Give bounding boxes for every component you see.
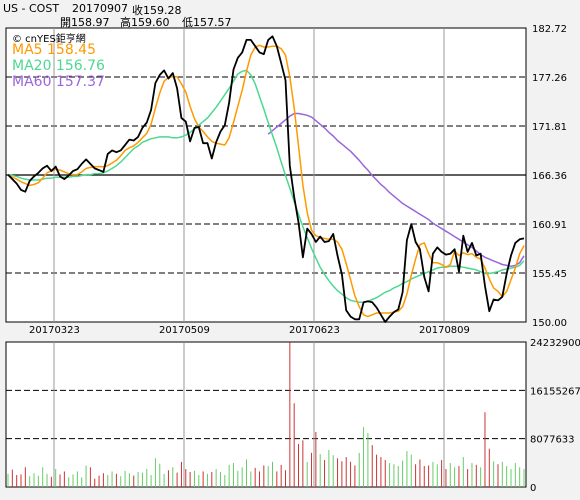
ma20-label: MA20 156.76 bbox=[12, 58, 105, 74]
price-lines bbox=[7, 35, 525, 323]
price-axis-labels: 182.72 177.26 171.81 166.36 160.91 155.45 150.… bbox=[532, 24, 567, 329]
date-axis-labels: 20170323 20170509 20170623 20170809 bbox=[29, 325, 470, 336]
close-line bbox=[7, 35, 525, 323]
ma60-label: MA60 157.37 bbox=[12, 74, 105, 90]
high-label: 高159.60 bbox=[120, 16, 170, 29]
price-tick-label: 171.81 bbox=[532, 122, 567, 133]
date-tick-label: 20170509 bbox=[159, 325, 210, 336]
date-tick-label: 20170623 bbox=[289, 325, 340, 336]
open-label: 開158.97 bbox=[60, 16, 110, 29]
date-tick-label: 20170809 bbox=[419, 325, 470, 336]
volume-panel bbox=[5, 341, 527, 488]
price-tick-label: 155.45 bbox=[532, 269, 567, 280]
volume-bars bbox=[7, 342, 525, 487]
volume-tick-label: 24232900 bbox=[530, 338, 580, 349]
date-label: 20170907 bbox=[72, 2, 128, 15]
close-label: 收159.28 bbox=[132, 4, 182, 17]
volume-tick-label: 16155267 bbox=[530, 386, 580, 397]
price-tick-label: 150.00 bbox=[532, 318, 567, 329]
price-grid bbox=[6, 28, 526, 322]
price-tick-label: 177.26 bbox=[532, 73, 567, 84]
price-tick-label: 160.91 bbox=[532, 220, 567, 231]
symbol-label: US - COST bbox=[3, 2, 60, 15]
volume-tick-label: 0 bbox=[530, 483, 536, 494]
date-tick-label: 20170323 bbox=[29, 325, 80, 336]
ma5-label: MA5 158.45 bbox=[12, 42, 96, 58]
watermark: © cnYES鉅亨網 bbox=[12, 34, 86, 45]
ma20-line bbox=[7, 69, 525, 303]
volume-axis-labels: 24232900 16155267 8077633 0 bbox=[530, 338, 580, 494]
low-label: 低157.57 bbox=[182, 16, 232, 29]
price-tick-label: 182.72 bbox=[532, 24, 567, 35]
price-tick-label: 166.36 bbox=[532, 171, 567, 182]
volume-tick-label: 8077633 bbox=[530, 435, 575, 446]
volume-grid bbox=[6, 342, 526, 487]
